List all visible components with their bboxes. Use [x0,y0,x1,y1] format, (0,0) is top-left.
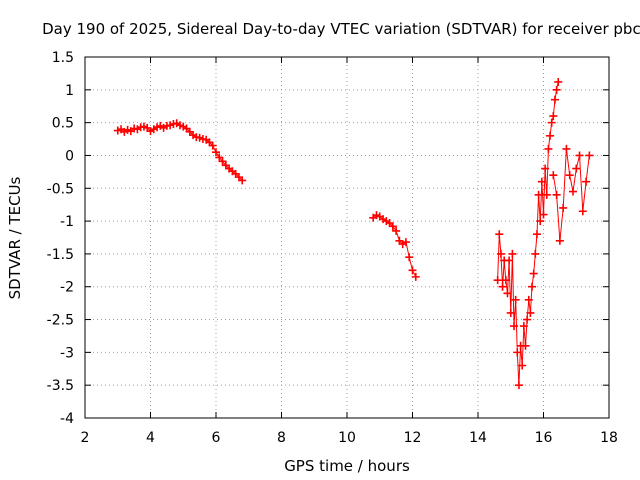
series-line [497,81,559,386]
data-point [238,176,247,185]
data-point [529,269,538,278]
data-point [388,222,397,231]
data-point [496,249,505,258]
y-tick-label: -1 [60,214,74,230]
series-segment-4 [549,144,594,245]
data-point [562,144,571,153]
data-point [541,164,550,173]
data-point [511,295,520,304]
data-point [501,276,510,285]
data-point [578,207,587,216]
data-point [495,230,504,239]
data-point [508,249,517,258]
data-points [113,77,594,390]
x-axis-label: GPS time / hours [284,457,410,475]
data-point [212,148,220,157]
data-point [518,361,527,370]
data-point [510,322,519,331]
y-tick-label: 1.5 [52,50,74,66]
y-tick-label: -3 [60,345,74,361]
y-tick-label: -2 [60,280,74,296]
y-tick-labels: -4 -3.5 -3 -2.5 -2 -1.5 -1 -0.5 0 0.5 1 1.5 [47,50,74,427]
data-point [568,187,577,196]
chart-title: Day 190 of 2025, Sidereal Day-to-day VTE… [42,20,640,38]
data-point [405,253,414,262]
data-point [503,289,512,298]
series-segment-1 [113,119,247,185]
data-point [565,171,574,180]
data-point [539,210,548,219]
data-point [524,295,533,304]
data-point [544,144,553,153]
data-point [549,112,558,121]
data-point [411,272,420,281]
data-point [505,256,514,265]
series-line [552,148,590,241]
data-point [547,118,556,127]
data-point [552,85,561,94]
data-point [585,151,594,160]
data-point [582,177,591,186]
data-point [536,217,545,226]
data-point [408,266,417,275]
data-point [498,282,507,291]
x-tick-label: 18 [600,430,618,446]
series-segment-2 [369,211,420,281]
data-point [542,190,551,199]
y-tick-label: -2.5 [47,313,74,329]
x-tick-label: 10 [338,430,356,446]
data-point [546,131,555,140]
x-tick-label: 16 [535,430,553,446]
x-tick-labels: 2 4 6 8 10 12 14 16 18 [81,430,618,446]
data-point [513,348,522,357]
data-point [559,203,568,212]
y-tick-label: 1 [65,83,74,99]
y-axis-label: SDTVAR / TECUs [6,176,24,299]
data-point [208,141,217,150]
data-point [550,95,559,104]
x-tick-label: 8 [277,430,286,446]
y-tick-label: -1.5 [47,247,74,263]
y-tick-label: -4 [60,411,74,427]
y-tick-label: 0.5 [52,116,74,132]
grid-lines [85,57,609,418]
data-point [526,308,535,317]
data-point [554,77,563,86]
y-tick-label: -3.5 [47,378,74,394]
data-point [532,230,541,239]
data-point [514,381,523,390]
data-point [549,171,558,180]
x-tick-label: 2 [81,430,90,446]
data-point [555,236,564,245]
series-segment-3 [493,77,563,390]
x-tick-label: 14 [469,430,487,446]
data-point [521,341,530,350]
data-point [572,164,581,173]
data-point [392,226,401,235]
data-point [528,282,537,291]
x-tick-label: 4 [146,430,155,446]
data-point [531,249,540,258]
data-point [552,190,561,199]
y-tick-label: -0.5 [47,181,74,197]
data-point [401,238,410,247]
data-point [575,151,584,160]
data-point [506,308,515,317]
x-tick-label: 12 [404,430,422,446]
data-point [523,315,532,324]
data-point [534,190,543,199]
data-point [519,322,528,331]
data-point [493,276,502,285]
data-point [537,177,546,186]
axis-ticks [84,56,610,419]
y-tick-label: 0 [65,148,74,164]
x-tick-label: 6 [212,430,221,446]
